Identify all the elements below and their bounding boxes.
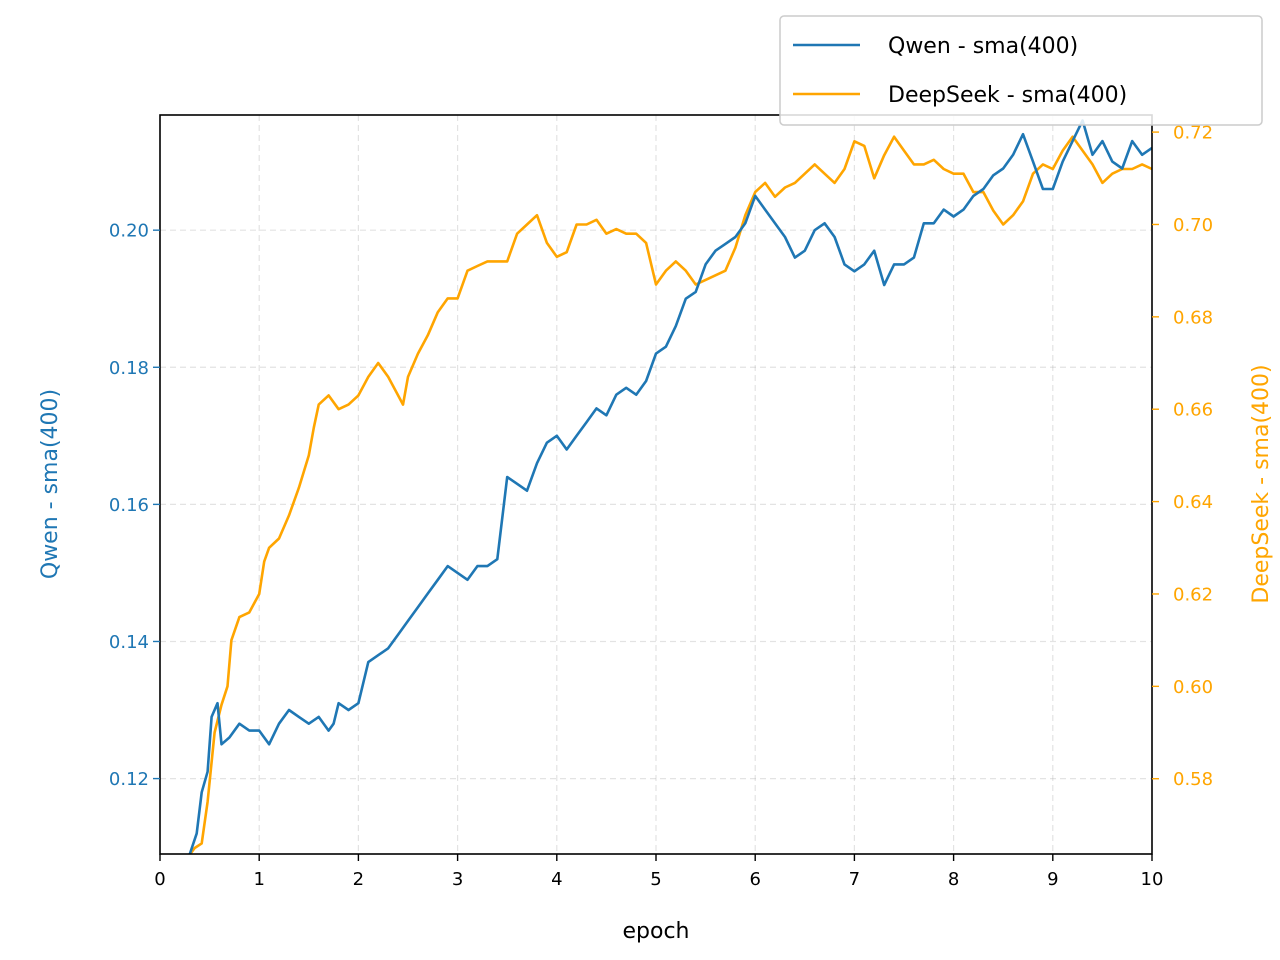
y-right-axis-ticks: 0.58 0.60 0.62 0.64 0.66 0.68 0.70 0.72	[1152, 123, 1213, 790]
y-right-tick-label: 0.60	[1173, 677, 1213, 698]
x-axis-ticks: 0 1 2 3 4 5 6 7 8 9 10	[154, 854, 1163, 890]
x-tick-label: 7	[849, 869, 860, 890]
y-left-tick-label: 0.16	[109, 495, 149, 516]
y-right-tick-label: 0.64	[1173, 492, 1213, 513]
series-line-qwen	[188, 119, 1152, 854]
y-left-tick-label: 0.20	[109, 221, 149, 242]
y-right-tick-label: 0.70	[1173, 215, 1213, 236]
x-tick-label: 9	[1047, 869, 1058, 890]
legend-label-qwen: Qwen - sma(400)	[888, 34, 1078, 59]
y-left-tick-label: 0.12	[109, 769, 149, 790]
x-tick-label: 0	[154, 869, 165, 890]
x-tick-label: 2	[353, 869, 364, 890]
y-left-axis-ticks: 0.12 0.14 0.16 0.18 0.20	[109, 221, 160, 790]
x-tick-label: 8	[948, 869, 959, 890]
y-right-tick-label: 0.68	[1173, 307, 1213, 328]
legend-box	[779, 15, 1263, 126]
x-tick-label: 6	[749, 869, 760, 890]
x-tick-label: 1	[253, 869, 264, 890]
y-right-tick-label: 0.66	[1173, 400, 1213, 421]
y-right-tick-label: 0.62	[1173, 584, 1213, 605]
x-tick-label: 10	[1141, 869, 1164, 890]
series-line-deepseek	[188, 135, 1152, 854]
y-left-axis-title: Qwen - sma(400)	[38, 389, 63, 579]
y-left-tick-label: 0.14	[109, 632, 149, 653]
legend-label-deepseek: DeepSeek - sma(400)	[888, 83, 1127, 108]
legend: Qwen - sma(400) DeepSeek - sma(400)	[779, 15, 1263, 126]
x-tick-label: 3	[452, 869, 463, 890]
y-right-axis-title: DeepSeek - sma(400)	[1249, 364, 1274, 603]
y-left-tick-label: 0.18	[109, 358, 149, 379]
x-tick-label: 4	[551, 869, 562, 890]
x-tick-label: 5	[650, 869, 661, 890]
y-right-tick-label: 0.72	[1173, 123, 1213, 144]
x-axis-title: epoch	[623, 919, 690, 944]
y-right-tick-label: 0.58	[1173, 769, 1213, 790]
